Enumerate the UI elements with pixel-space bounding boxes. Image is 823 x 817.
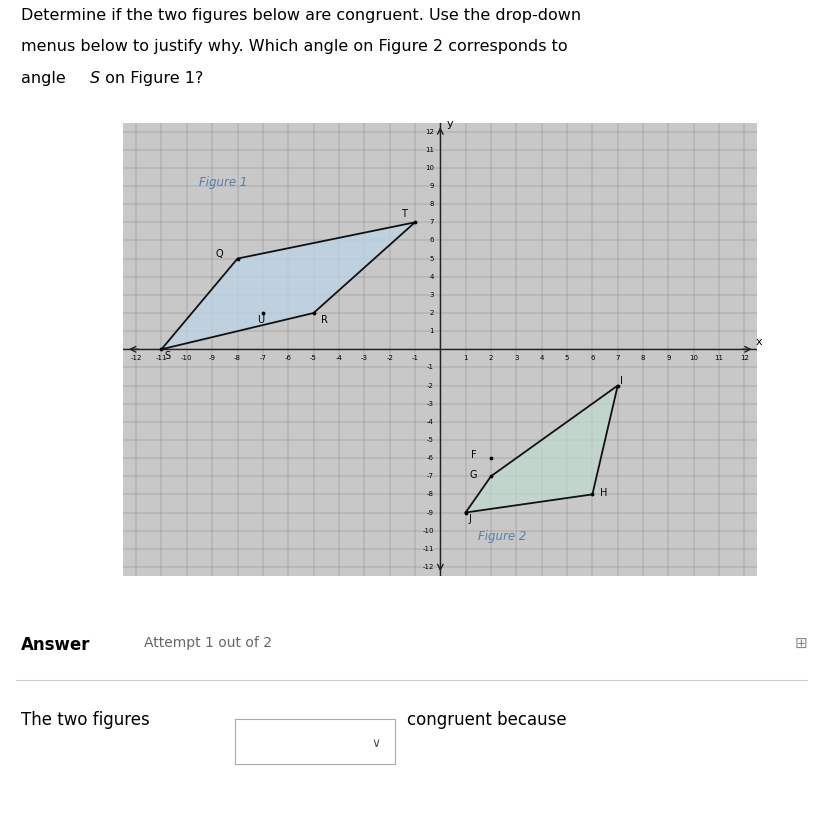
Text: -6: -6 — [427, 455, 434, 461]
Text: -9: -9 — [209, 355, 216, 361]
Text: 4: 4 — [540, 355, 544, 361]
Text: -1: -1 — [412, 355, 418, 361]
Text: -8: -8 — [427, 491, 434, 498]
Text: 11: 11 — [714, 355, 723, 361]
Text: -10: -10 — [422, 528, 434, 534]
Text: I: I — [621, 376, 623, 386]
Text: 8: 8 — [430, 201, 434, 208]
Text: on Figure 1?: on Figure 1? — [100, 70, 204, 86]
Text: -11: -11 — [156, 355, 167, 361]
Text: menus below to justify why. Which angle on Figure 2 corresponds to: menus below to justify why. Which angle … — [21, 39, 567, 54]
Text: 2: 2 — [489, 355, 493, 361]
Text: Determine if the two figures below are congruent. Use the drop-down: Determine if the two figures below are c… — [21, 8, 581, 23]
Text: -4: -4 — [336, 355, 342, 361]
Text: Answer: Answer — [21, 636, 90, 654]
Text: S: S — [90, 70, 100, 86]
Text: -9: -9 — [427, 510, 434, 516]
Text: U: U — [257, 315, 264, 325]
Text: -5: -5 — [427, 437, 434, 443]
Text: 6: 6 — [430, 238, 434, 243]
Text: 9: 9 — [430, 183, 434, 189]
Text: H: H — [600, 489, 607, 498]
Text: x: x — [756, 337, 763, 347]
Text: 6: 6 — [590, 355, 595, 361]
Text: congruent because: congruent because — [407, 711, 567, 729]
Text: -12: -12 — [130, 355, 142, 361]
Text: 10: 10 — [690, 355, 698, 361]
Text: -10: -10 — [181, 355, 193, 361]
Text: Figure 1: Figure 1 — [199, 176, 248, 189]
Text: 8: 8 — [641, 355, 645, 361]
Text: G: G — [470, 470, 477, 480]
Text: Attempt 1 out of 2: Attempt 1 out of 2 — [144, 636, 272, 650]
Text: F: F — [472, 450, 477, 460]
Text: -12: -12 — [422, 564, 434, 570]
Text: 1: 1 — [463, 355, 468, 361]
Text: S: S — [164, 351, 170, 361]
Text: Figure 2: Figure 2 — [478, 529, 527, 542]
Text: 7: 7 — [430, 219, 434, 225]
Text: -2: -2 — [386, 355, 393, 361]
Text: -1: -1 — [427, 364, 434, 370]
Text: angle: angle — [21, 70, 71, 86]
Text: R: R — [321, 315, 328, 325]
Text: T: T — [402, 209, 407, 219]
Text: 3: 3 — [430, 292, 434, 298]
Text: Q: Q — [216, 248, 224, 259]
Text: -11: -11 — [422, 546, 434, 551]
Text: 1: 1 — [430, 328, 434, 334]
Text: 5: 5 — [430, 256, 434, 261]
Text: -5: -5 — [310, 355, 317, 361]
Text: The two figures: The two figures — [21, 711, 149, 729]
Text: -7: -7 — [427, 473, 434, 480]
Text: 5: 5 — [565, 355, 570, 361]
Polygon shape — [161, 222, 415, 350]
Text: 9: 9 — [666, 355, 671, 361]
Text: -3: -3 — [360, 355, 368, 361]
Text: J: J — [468, 514, 471, 524]
Text: 12: 12 — [740, 355, 749, 361]
Text: -3: -3 — [427, 400, 434, 407]
Text: 10: 10 — [425, 165, 434, 171]
Text: y: y — [447, 119, 453, 129]
Text: 12: 12 — [425, 128, 434, 135]
Text: ∨: ∨ — [371, 737, 380, 750]
Text: 7: 7 — [616, 355, 620, 361]
Text: 2: 2 — [430, 310, 434, 316]
Text: 11: 11 — [425, 147, 434, 153]
Text: -4: -4 — [427, 419, 434, 425]
Polygon shape — [466, 386, 618, 512]
Text: -8: -8 — [234, 355, 241, 361]
Text: -6: -6 — [285, 355, 291, 361]
Text: -7: -7 — [259, 355, 267, 361]
Text: -2: -2 — [427, 382, 434, 389]
Text: ⊞: ⊞ — [794, 636, 807, 651]
Text: 3: 3 — [514, 355, 518, 361]
Text: 4: 4 — [430, 274, 434, 279]
